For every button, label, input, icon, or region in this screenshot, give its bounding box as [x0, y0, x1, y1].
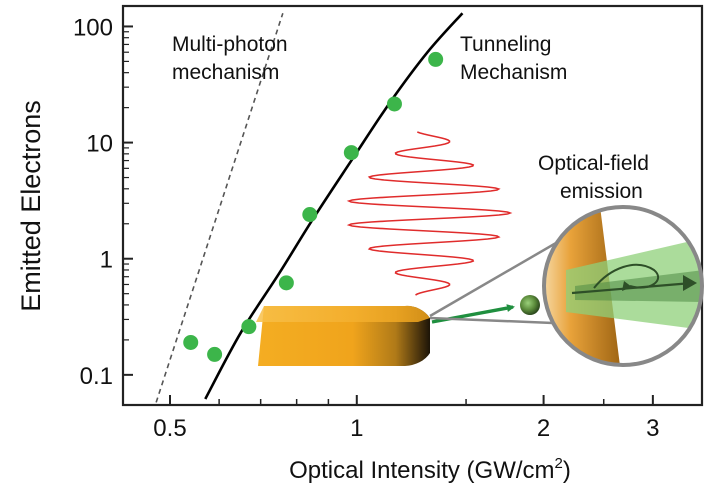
data-point [241, 319, 257, 335]
x-tick-label: 3 [646, 415, 659, 442]
y-axis-title: Emitted Electrons [16, 100, 46, 312]
annotation-multiphoton-line1: Multi-photon [172, 33, 288, 56]
annotation-optical-field-line1: Optical-field [538, 152, 649, 175]
data-point [428, 51, 444, 67]
data-point [386, 96, 402, 112]
x-axis-title: Optical Intensity (GW/cm2) [289, 455, 571, 484]
data-points [183, 51, 444, 362]
metal-tip-illustration [256, 305, 430, 366]
annotation-tunneling-line2: Mechanism [460, 61, 567, 84]
data-point [343, 145, 359, 161]
y-tick-label: 0.1 [80, 363, 113, 390]
inset-connector-top [429, 241, 557, 318]
y-axis-ticks: 0.1 1 10 100 [73, 14, 133, 390]
annotation-tunneling-line1: Tunneling [460, 33, 551, 56]
magnified-inset [542, 205, 704, 367]
emitted-electron-icon [520, 295, 540, 315]
data-point [183, 334, 199, 350]
plot-frame [121, 4, 704, 407]
data-point [278, 275, 294, 291]
annotation-optical-field-line2: emission [560, 180, 643, 203]
data-point [302, 207, 318, 223]
x-tick-label: 0.5 [153, 415, 186, 442]
laser-pulse-illustration [346, 131, 513, 296]
tunneling-fit-curve [204, 12, 464, 400]
y-tick-label: 1 [100, 247, 113, 274]
x-tick-label: 1 [350, 415, 363, 442]
y-tick-label: 10 [86, 131, 113, 158]
y-tick-label: 100 [73, 14, 113, 41]
inset-connector-bottom [429, 316, 554, 325]
x-tick-label: 2 [537, 415, 550, 442]
annotation-multiphoton-line2: mechanism [172, 61, 279, 84]
data-point [207, 346, 223, 362]
series-lines [155, 12, 464, 403]
x-axis-ticks: 0.5 1 2 3 [153, 395, 660, 442]
